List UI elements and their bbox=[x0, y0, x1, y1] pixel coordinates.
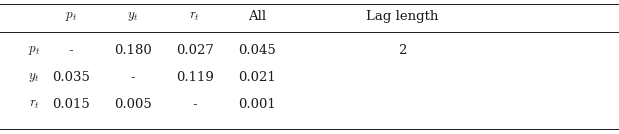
Text: -: - bbox=[131, 71, 136, 84]
Text: 0.021: 0.021 bbox=[238, 71, 275, 84]
Text: All: All bbox=[248, 10, 266, 23]
Text: -: - bbox=[193, 98, 197, 111]
Text: 0.015: 0.015 bbox=[53, 98, 90, 111]
Text: 0.119: 0.119 bbox=[176, 71, 214, 84]
Text: $p_t$: $p_t$ bbox=[65, 10, 77, 23]
Text: $r_t$: $r_t$ bbox=[189, 10, 201, 23]
Text: 0.035: 0.035 bbox=[52, 71, 90, 84]
Text: 0.180: 0.180 bbox=[115, 44, 152, 57]
Text: 2: 2 bbox=[398, 44, 407, 57]
Text: 0.027: 0.027 bbox=[176, 44, 214, 57]
Text: $r_t$: $r_t$ bbox=[28, 98, 40, 111]
Text: 0.005: 0.005 bbox=[115, 98, 152, 111]
Text: 0.001: 0.001 bbox=[238, 98, 275, 111]
Text: Lag length: Lag length bbox=[366, 10, 438, 23]
Text: -: - bbox=[69, 44, 74, 57]
Text: $y_t$: $y_t$ bbox=[28, 71, 40, 84]
Text: $p_t$: $p_t$ bbox=[28, 44, 40, 57]
Text: $y_t$: $y_t$ bbox=[128, 10, 139, 23]
Text: 0.045: 0.045 bbox=[238, 44, 275, 57]
